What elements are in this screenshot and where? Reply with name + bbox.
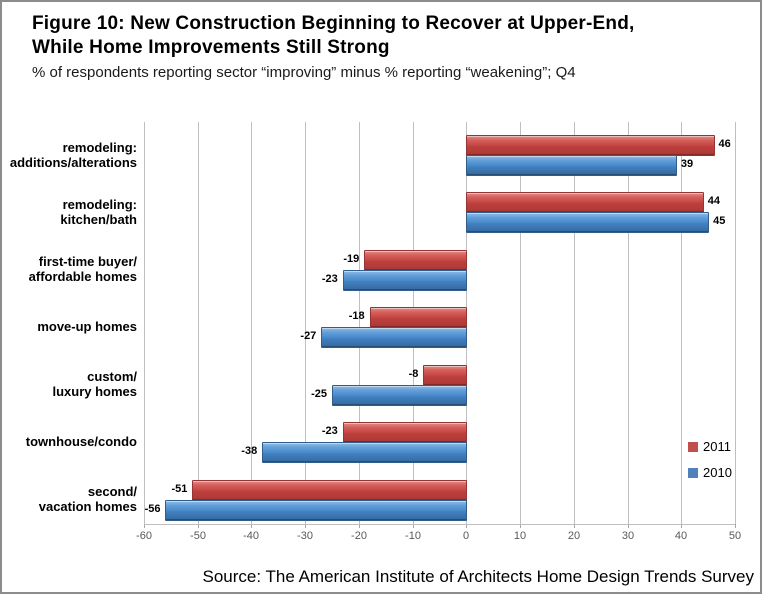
figure-subtitle: % of respondents reporting sector “impro… <box>32 64 576 81</box>
bar-value-label: -25 <box>311 387 328 400</box>
bar-value-label: -27 <box>300 330 317 343</box>
x-tick-label: 40 <box>674 530 688 542</box>
x-gridline <box>144 122 145 524</box>
legend-label-2010: 2010 <box>703 465 732 480</box>
x-tick-mark <box>305 524 306 528</box>
bar-value-label: -23 <box>321 272 338 285</box>
category-label: move-up homes <box>37 319 137 335</box>
bar-2010-7 <box>165 499 468 521</box>
bar-value-label: 39 <box>680 158 694 170</box>
category-label: townhouse/condo <box>25 434 137 450</box>
bar-value-label: 45 <box>713 215 726 228</box>
figure-title: Figure 10: New Construction Beginning to… <box>32 13 635 58</box>
x-tick-mark <box>681 524 682 528</box>
bar-value-label: -56 <box>144 502 161 515</box>
category-label: second/ vacation homes <box>38 484 137 515</box>
x-gridline <box>198 122 199 524</box>
bar-2011-6 <box>342 422 468 444</box>
bar-2011-3 <box>364 249 468 271</box>
legend-item-2010: 2010 <box>688 465 732 480</box>
x-gridline <box>520 122 521 524</box>
x-tick-mark <box>144 524 145 528</box>
x-tick-label: -10 <box>405 530 421 542</box>
bar-2011-7 <box>192 479 468 501</box>
legend-swatch-2010 <box>688 467 698 478</box>
legend-item-2011: 2011 <box>688 439 731 454</box>
x-tick-label: -20 <box>351 530 367 542</box>
category-label: remodeling: additions/alterations <box>9 139 137 170</box>
x-tick-mark <box>628 524 629 528</box>
x-gridline <box>359 122 360 524</box>
bar-value-label: -23 <box>321 425 338 438</box>
x-tick-label: -40 <box>243 530 259 542</box>
bar-2010-5 <box>332 384 468 406</box>
x-tick-label: 0 <box>462 530 470 542</box>
bar-2010-6 <box>262 442 468 464</box>
x-tick-mark <box>466 524 467 528</box>
bar-value-label: -19 <box>343 252 360 265</box>
bar-2011-1 <box>466 135 715 156</box>
x-gridline <box>251 122 252 524</box>
x-tick-mark <box>198 524 199 528</box>
x-tick-mark <box>413 524 414 528</box>
x-gridline <box>628 122 629 524</box>
x-tick-mark <box>574 524 575 528</box>
x-tick-label: 10 <box>513 530 527 542</box>
bar-2010-4 <box>321 327 468 349</box>
bar-value-label: 46 <box>718 138 731 150</box>
x-tick-label: -50 <box>190 530 206 542</box>
x-tick-label: 50 <box>728 530 742 542</box>
x-tick-mark <box>359 524 360 528</box>
bar-2011-5 <box>423 364 468 386</box>
bar-2010-2 <box>466 212 710 234</box>
bar-2011-4 <box>369 307 468 329</box>
legend-swatch-2011 <box>688 441 698 452</box>
category-label: custom/ luxury homes <box>52 369 137 400</box>
category-label: first-time buyer/ affordable homes <box>28 254 137 285</box>
bar-value-label: 44 <box>707 195 720 208</box>
x-tick-label: -60 <box>136 530 152 542</box>
x-gridline <box>735 122 736 524</box>
x-tick-mark <box>735 524 736 528</box>
bar-value-label: -38 <box>241 445 258 458</box>
x-tick-mark <box>251 524 252 528</box>
x-tick-label: -30 <box>297 530 313 542</box>
legend-label-2011: 2011 <box>703 439 731 454</box>
x-tick-mark <box>520 524 521 528</box>
bar-value-label: -51 <box>171 482 188 495</box>
bar-value-label: -18 <box>348 310 365 323</box>
bar-2010-1 <box>466 155 677 176</box>
x-gridline <box>681 122 682 524</box>
x-axis-line <box>144 524 735 525</box>
category-label: remodeling: kitchen/bath <box>60 196 137 227</box>
x-gridline <box>305 122 306 524</box>
x-gridline <box>574 122 575 524</box>
x-tick-label: 20 <box>567 530 581 542</box>
bar-2011-2 <box>466 192 704 214</box>
x-tick-label: 30 <box>621 530 635 542</box>
bar-2010-3 <box>342 269 468 291</box>
bar-value-label: -8 <box>408 367 419 380</box>
source-attribution: Source: The American Institute of Archit… <box>202 567 755 586</box>
